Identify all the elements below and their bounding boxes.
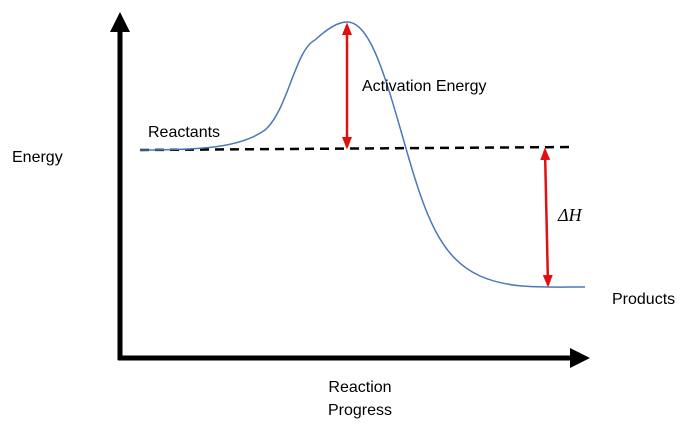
reactant-level-line [139,145,573,152]
x-axis-label: Progress [328,402,392,419]
energy-curve [139,21,586,288]
enthalpy-label: ΔH [557,205,583,225]
reactants-label: Reactants [148,124,220,141]
activation-energy-label: Activation Energy [362,78,487,95]
y-axis-label: Energy [12,149,63,166]
x-axis-label: Reaction [328,379,391,396]
products-label: Products [612,291,675,308]
enthalpy-arrow [540,147,553,288]
